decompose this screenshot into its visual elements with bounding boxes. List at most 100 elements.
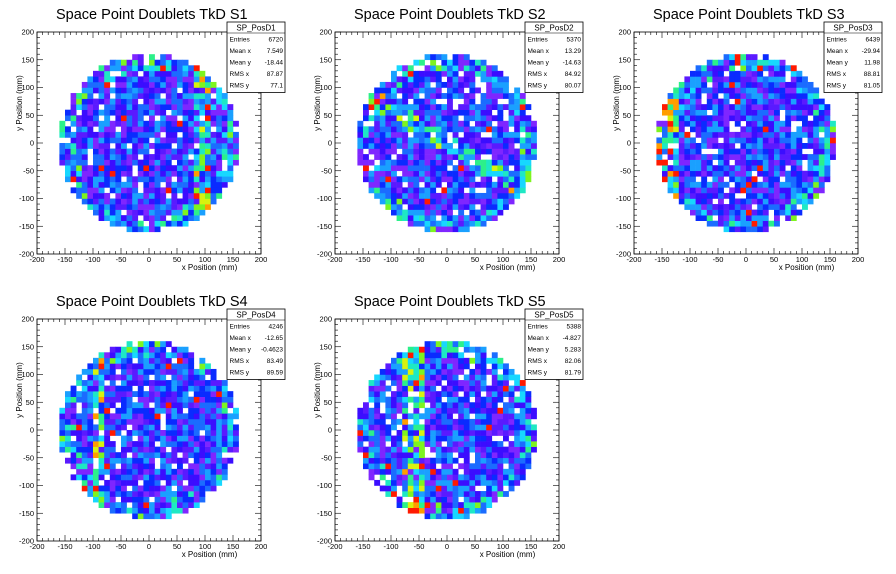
heatmap-cell [391, 396, 397, 403]
heatmap-cell [385, 368, 392, 375]
heatmap-cell [81, 98, 88, 105]
heatmap-cell [475, 452, 481, 459]
heatmap-cell [160, 209, 167, 216]
heatmap-cell [374, 391, 381, 397]
heatmap-cell [818, 170, 825, 177]
heatmap-cell [491, 181, 498, 188]
heatmap-cell [486, 452, 493, 459]
x-tick-label: -50 [414, 542, 425, 551]
heatmap-cell [796, 176, 803, 183]
heatmap-cell [177, 59, 183, 66]
heatmap-cell [104, 463, 111, 470]
heatmap-cell [519, 148, 526, 155]
heatmap-cell [109, 368, 116, 375]
heatmap-cell [447, 396, 453, 403]
heatmap-cell [59, 418, 66, 425]
heatmap-cell [452, 418, 459, 425]
heatmap-cell [678, 181, 685, 188]
heatmap-cell [87, 430, 94, 436]
heatmap-cell [182, 70, 189, 77]
heatmap-cell [193, 198, 200, 205]
heatmap-cell [424, 76, 431, 83]
heatmap-cell [667, 176, 674, 183]
heatmap-cell [188, 418, 195, 425]
heatmap-cell [424, 502, 431, 508]
heatmap-cell [216, 137, 223, 144]
heatmap-cell [503, 137, 509, 144]
heatmap-cell [486, 148, 493, 155]
heatmap-cell [779, 198, 786, 205]
heatmap-cell [491, 170, 498, 177]
heatmap-cell [734, 137, 741, 144]
heatmap-cell [818, 98, 825, 105]
heatmap-cell [104, 430, 111, 436]
heatmap-cell [508, 407, 515, 414]
heatmap-cell [115, 474, 122, 481]
heatmap-cell [396, 81, 403, 88]
heatmap-cell [216, 380, 223, 386]
heatmap-cell [503, 93, 509, 99]
heatmap-cell [407, 491, 414, 497]
heatmap-cell [193, 491, 200, 497]
heatmap-cell [413, 346, 420, 353]
heatmap-cell [132, 115, 139, 122]
heatmap-cell [452, 126, 459, 133]
heatmap-cell [441, 104, 448, 110]
heatmap-cell [59, 120, 66, 127]
heatmap-cell [525, 131, 532, 138]
heatmap-cell [199, 131, 206, 138]
heatmap-cell [475, 507, 481, 514]
heatmap-cell [508, 181, 515, 188]
heatmap-cell [199, 452, 206, 459]
heatmap-cell [413, 87, 420, 94]
heatmap-cell [463, 54, 470, 61]
heatmap-cell [363, 463, 369, 470]
heatmap-cell [115, 424, 122, 431]
heatmap-cell [81, 165, 88, 172]
heatmap-cell [430, 76, 437, 83]
heatmap-cell [221, 441, 228, 447]
y-tick-label: -200 [317, 537, 332, 546]
heatmap-cell [413, 159, 420, 166]
heatmap-cell [193, 165, 200, 172]
heatmap-cell [407, 435, 414, 442]
heatmap-cell [137, 374, 144, 381]
heatmap-cell [407, 187, 414, 194]
heatmap-cell [768, 192, 775, 199]
heatmap-cell [227, 441, 234, 447]
heatmap-cell [757, 115, 764, 122]
heatmap-cell [171, 81, 178, 88]
heatmap-cell [143, 176, 150, 183]
heatmap-cell [452, 220, 459, 227]
heatmap-cell [785, 65, 792, 72]
heatmap-cell [514, 479, 521, 486]
heatmap-cell [673, 176, 680, 183]
heatmap-cell [452, 407, 459, 414]
heatmap-cell [779, 120, 786, 127]
heatmap-cell [149, 93, 155, 99]
heatmap-cell [391, 391, 397, 397]
heatmap-cell [497, 143, 504, 149]
heatmap-cell [149, 65, 155, 72]
heatmap-cell [233, 148, 239, 155]
heatmap-cell [221, 93, 228, 99]
heatmap-cell [458, 446, 465, 453]
heatmap-cell [188, 120, 195, 127]
heatmap-cell [419, 352, 425, 359]
heatmap-cell [81, 385, 88, 392]
heatmap-cell [193, 98, 200, 105]
heatmap-cell [109, 131, 116, 138]
heatmap-cell [199, 143, 206, 149]
heatmap-cell [718, 70, 724, 77]
heatmap-cell [149, 502, 155, 508]
heatmap-cell [656, 143, 663, 149]
heatmap-cell [177, 137, 183, 144]
heatmap-cell [662, 170, 668, 177]
heatmap-cell [126, 204, 133, 210]
heatmap-cell [802, 176, 808, 183]
heatmap-cell [154, 357, 161, 364]
heatmap-cell [441, 452, 448, 459]
heatmap-cell [193, 70, 200, 77]
heatmap-cell [87, 474, 94, 481]
heatmap-cell [132, 65, 139, 72]
